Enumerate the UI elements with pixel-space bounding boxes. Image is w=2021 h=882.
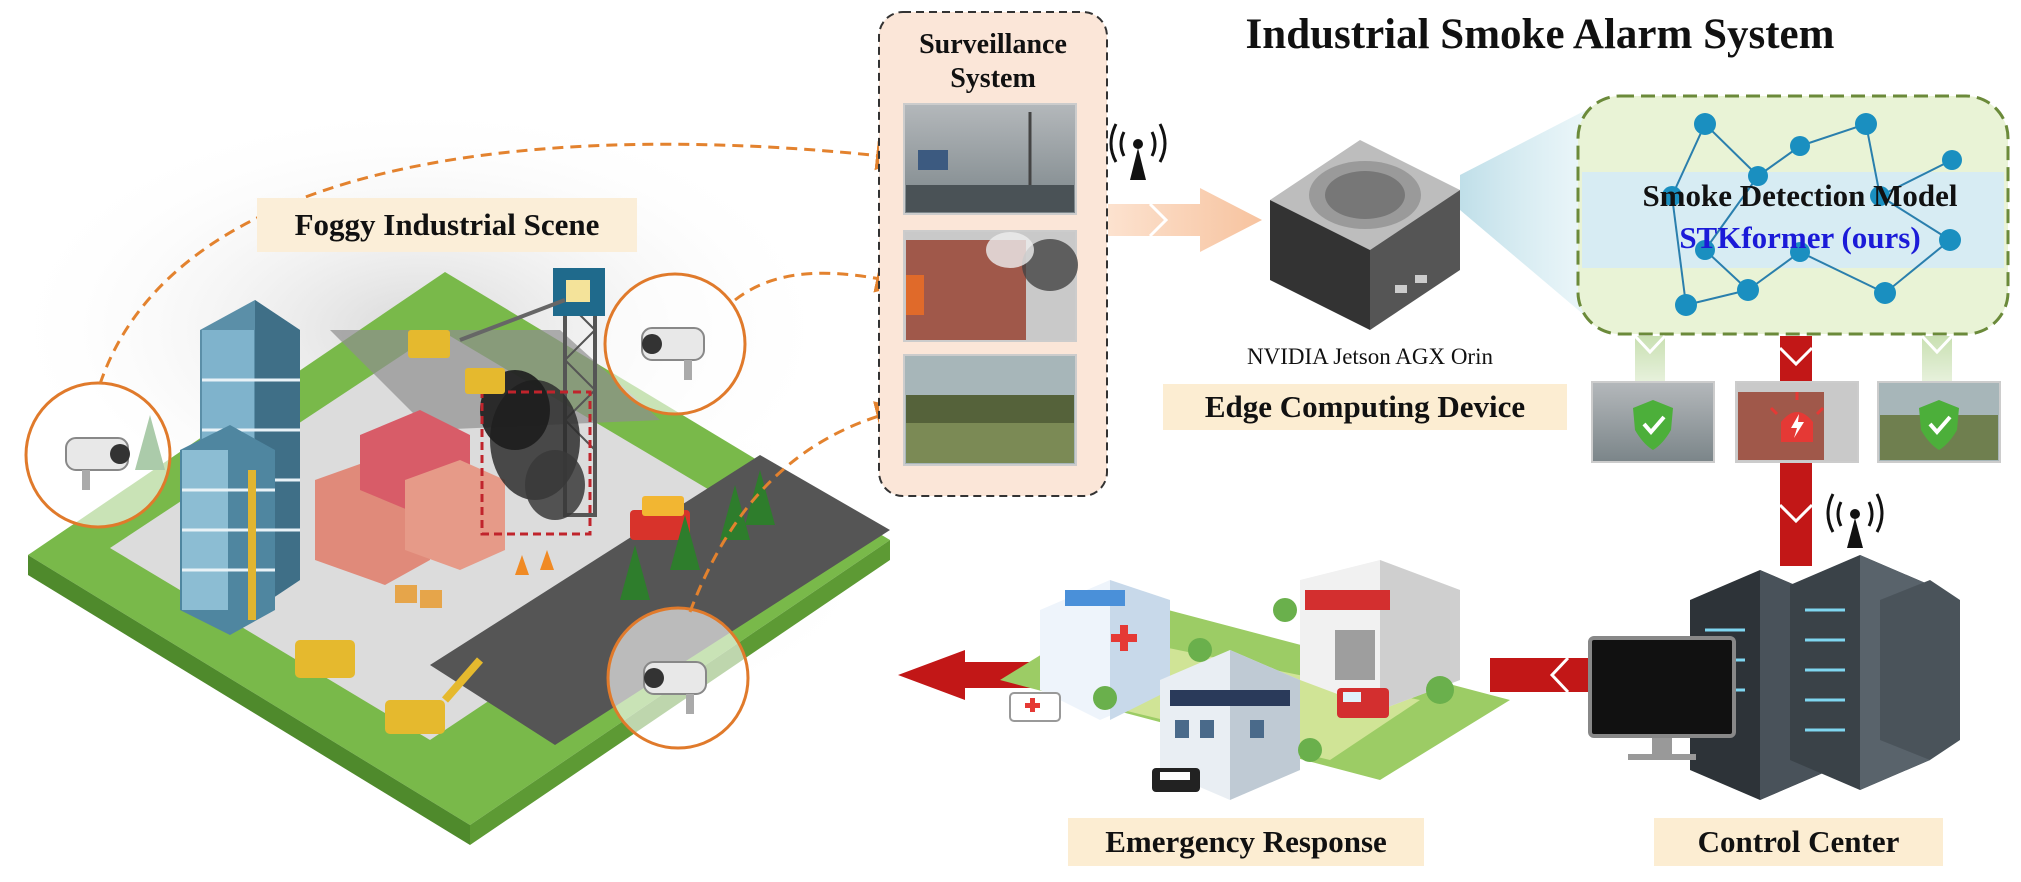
shield-check-icon <box>1633 400 1673 450</box>
model-title: Smoke Detection Model <box>1642 178 1958 213</box>
ambulance-icon <box>1009 692 1061 722</box>
projection-beam <box>1460 108 1590 320</box>
model-panel <box>1576 94 2010 336</box>
surveillance-panel <box>878 11 1108 497</box>
camera-feed-arrows <box>98 140 906 613</box>
model-name: STKformer (ours) <box>1679 220 1921 255</box>
graph-nodes <box>1662 113 1962 316</box>
device-name: NVIDIA Jetson AGX Orin <box>1247 344 1493 369</box>
surveillance-frame-1 <box>903 103 1077 215</box>
wireless-antenna-icon <box>1109 123 1167 180</box>
feed-arrow-2 <box>734 263 906 302</box>
cctv-camera-icon <box>641 327 705 380</box>
control-center-icon <box>1588 555 1960 800</box>
camera-callout-left <box>24 381 172 529</box>
surveillance-frame-2 <box>903 230 1078 342</box>
edge-device-label: Edge Computing Device <box>1163 384 1567 430</box>
camera-callout-top <box>603 272 747 416</box>
police-car-icon <box>1152 768 1200 792</box>
emergency-buildings-illustration <box>1000 560 1510 800</box>
wireless-antenna-icon <box>1826 493 1884 548</box>
diagram-title: Industrial Smoke Alarm System <box>1245 11 1835 58</box>
control-center-label: Control Center <box>1654 818 1943 866</box>
fire-department-building-icon <box>1300 560 1460 710</box>
detection-result-safe-1 <box>1591 381 1715 463</box>
feed-arrow-1 <box>98 140 906 385</box>
shield-check-icon <box>1919 400 1959 450</box>
police-building-icon <box>1160 650 1300 800</box>
jetson-device-icon <box>1270 140 1460 330</box>
detection-result-alarm <box>1735 381 1859 463</box>
alarm-siren-icon <box>1769 392 1825 442</box>
fire-truck-icon <box>1337 688 1389 718</box>
monitor-icon <box>1588 636 1736 760</box>
camera-callout-bottom <box>606 606 750 750</box>
cctv-camera-icon <box>643 661 707 714</box>
emergency-response-label: Emergency Response <box>1068 818 1424 866</box>
surveillance-frame-3 <box>903 354 1077 466</box>
surveillance-label: Surveillance System <box>919 29 1067 94</box>
hospital-building-icon <box>1040 580 1170 720</box>
detection-result-safe-2 <box>1877 381 2001 463</box>
feed-arrow-3 <box>688 401 906 613</box>
scene-label: Foggy Industrial Scene <box>257 198 637 252</box>
cctv-camera-icon <box>65 437 130 490</box>
flow-arrow-to-device <box>1108 188 1262 252</box>
